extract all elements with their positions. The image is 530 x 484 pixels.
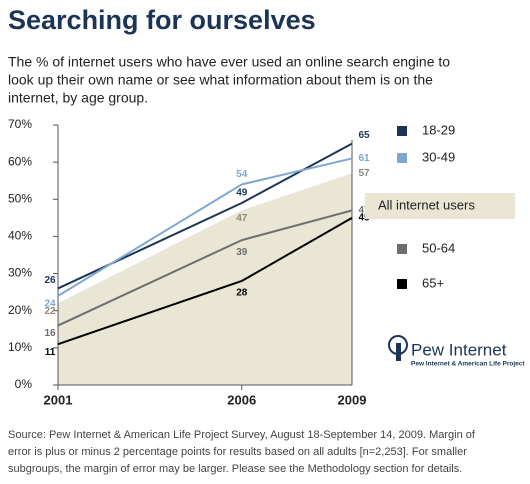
line	[57, 209, 353, 327]
data-label: 54	[236, 169, 248, 180]
source-note: subgroups, the margin of error may be la…	[8, 463, 462, 475]
data-label: 22	[44, 306, 56, 317]
data-label: 16	[44, 328, 56, 339]
data-label: 39	[236, 247, 248, 258]
subtitle: look up their own name or see what infor…	[8, 72, 433, 88]
legend-label: 50-64	[422, 240, 455, 255]
x-tick-label: 2009	[338, 392, 367, 407]
logo-tagline: Pew Internet & American Life Project	[411, 361, 525, 368]
legend-swatch	[397, 153, 407, 163]
logo: Pew Internet Pew Internet & American Lif…	[388, 335, 525, 368]
subtitle: internet, by age group.	[8, 90, 148, 106]
area	[58, 173, 352, 385]
legend-label: 18-29	[422, 122, 455, 137]
data-label: 45	[358, 212, 370, 223]
line	[57, 216, 353, 346]
data-label: 11	[45, 347, 56, 358]
logo-icon	[396, 343, 401, 361]
y-tick-label: 50%	[8, 191, 32, 205]
data-label: 26	[44, 275, 56, 286]
y-tick-label: 0%	[15, 377, 33, 391]
legend-label: 65+	[422, 275, 444, 290]
data-label: 65	[358, 130, 370, 141]
y-tick-label: 20%	[8, 303, 32, 317]
y-tick-label: 70%	[8, 117, 32, 131]
chart-title: Searching for ourselves	[8, 5, 316, 35]
data-label: 57	[358, 168, 370, 179]
legend-swatch	[397, 126, 407, 136]
line	[57, 157, 353, 297]
x-tick-label: 2001	[44, 392, 73, 407]
y-tick-label: 10%	[8, 340, 32, 354]
subtitle: The % of internet users who have ever us…	[8, 54, 450, 70]
legend-swatch	[397, 279, 407, 289]
legend-label: 30-49	[422, 149, 455, 164]
legend-label: All internet users	[378, 197, 475, 212]
source-note: error is plus or minus 2 percentage poin…	[8, 446, 467, 458]
line	[57, 142, 353, 290]
data-label: 47	[358, 205, 370, 216]
data-label: 47	[236, 213, 248, 224]
legend-swatch	[365, 193, 515, 219]
x-tick-label: 2006	[227, 392, 256, 407]
legend-swatch	[397, 244, 407, 254]
logo-name: Pew Internet	[411, 340, 507, 359]
y-tick-label: 40%	[8, 229, 32, 243]
data-label: 28	[236, 288, 248, 299]
data-label: 24	[44, 298, 56, 309]
data-label: 61	[358, 153, 370, 164]
y-tick-label: 30%	[8, 266, 32, 280]
y-tick-label: 60%	[8, 154, 32, 168]
data-label: 49	[236, 188, 248, 199]
source-note: Source: Pew Internet & American Life Pro…	[8, 429, 476, 441]
